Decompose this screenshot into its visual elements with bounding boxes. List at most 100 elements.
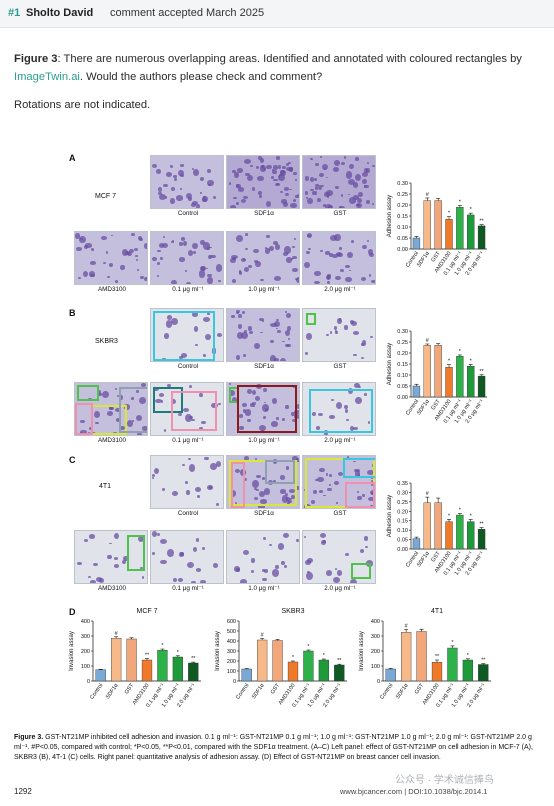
stained-cell — [262, 416, 266, 419]
stained-cell — [231, 170, 236, 173]
journal-doi: www.bjcancer.com | DOI:10.1038/bjc.2014.… — [340, 787, 488, 796]
stained-cell — [313, 280, 321, 284]
micrograph-b-7 — [302, 382, 376, 436]
stained-cell — [260, 165, 267, 172]
stained-cell — [253, 260, 258, 264]
stained-cell — [231, 397, 237, 403]
stained-cell — [254, 260, 261, 268]
stained-cell — [312, 191, 316, 196]
stained-cell — [346, 251, 353, 258]
stained-cell — [134, 247, 139, 251]
stained-cell — [283, 251, 289, 256]
stained-cell — [179, 552, 185, 557]
stained-cell — [324, 192, 331, 197]
stained-cell — [362, 340, 367, 346]
stained-cell — [93, 410, 100, 418]
stained-cell — [199, 192, 202, 194]
stained-cell — [170, 241, 175, 244]
y-tick-label: 600 — [227, 619, 236, 625]
micrograph-b-3 — [302, 308, 376, 362]
stained-cell — [279, 358, 287, 361]
chart-adhesion-skbr3: 0.00 0.05 0.10 0.15 0.20 0.25 0.30 Adhesion ass… — [381, 325, 491, 449]
stained-cell — [249, 330, 254, 334]
stained-cell — [336, 570, 343, 576]
stained-cell — [255, 474, 262, 479]
stained-cell — [141, 575, 145, 579]
stained-cell — [314, 185, 319, 190]
stained-cell — [328, 253, 334, 258]
stained-cell — [237, 167, 243, 173]
stained-cell — [167, 315, 172, 321]
duplication-rectangle — [153, 311, 215, 361]
significance-mark: ** — [145, 653, 150, 659]
imagetwin-link[interactable]: ImageTwin.ai — [14, 71, 80, 83]
stained-cell — [273, 321, 280, 328]
stained-cell — [292, 419, 298, 423]
bar — [447, 647, 458, 682]
stained-cell — [366, 161, 370, 165]
stained-cell — [293, 171, 297, 175]
significance-mark: ** — [337, 658, 342, 664]
stained-cell — [151, 531, 158, 538]
micrograph-c-4 — [74, 530, 148, 584]
stained-cell — [180, 236, 186, 242]
bar — [95, 669, 106, 682]
stained-cell — [245, 233, 248, 236]
stained-cell — [285, 405, 289, 409]
stained-cell — [349, 320, 354, 325]
y-tick-label: 0 — [233, 679, 236, 685]
stained-cell — [277, 329, 281, 333]
stained-cell — [282, 165, 286, 169]
stained-cell — [320, 184, 325, 188]
stained-cell — [238, 313, 242, 318]
stained-cell — [252, 248, 259, 254]
stained-cell — [327, 281, 330, 284]
x-category-label: SDF1α — [395, 682, 410, 700]
stained-cell — [262, 477, 266, 481]
significance-mark: * — [292, 655, 295, 661]
stained-cell — [296, 193, 299, 199]
bar — [423, 200, 431, 250]
stained-cell — [143, 243, 147, 249]
stained-cell — [185, 414, 192, 422]
stained-cell — [240, 332, 248, 340]
y-axis-label: Invasion assay — [69, 631, 75, 671]
stained-cell — [320, 533, 327, 539]
y-tick-label: 200 — [227, 659, 236, 665]
bar — [434, 200, 442, 250]
stained-cell — [169, 198, 175, 204]
y-tick-label: 0.25 — [397, 340, 408, 346]
stained-cell — [304, 176, 310, 182]
x-category-label: SDF1α — [105, 682, 120, 700]
micrograph-caption: AMD3100 — [97, 437, 126, 444]
figure-3: A MCF 7 B SKBR3 C 4T1 D Control SDF1α GST A… — [55, 145, 499, 790]
bar — [477, 529, 486, 550]
stained-cell — [262, 577, 267, 582]
stained-cell — [93, 562, 99, 566]
stained-cell — [187, 561, 195, 568]
stained-cell — [272, 397, 278, 404]
stained-cell — [140, 566, 143, 570]
comment-text-2: . Would the authors please check and com… — [79, 71, 323, 83]
stained-cell — [242, 549, 249, 555]
stained-cell — [292, 255, 297, 259]
micrograph-b-1 — [150, 308, 224, 362]
stained-cell — [287, 500, 292, 503]
stained-cell — [158, 192, 162, 196]
stained-cell — [207, 169, 212, 173]
stained-cell — [334, 326, 338, 330]
stained-cell — [203, 316, 211, 322]
y-tick-label: 0.00 — [397, 395, 408, 401]
x-category-label: SDF1α — [416, 250, 431, 268]
stained-cell — [289, 188, 292, 191]
comment-author[interactable]: Sholto David — [26, 7, 94, 19]
stained-cell — [202, 547, 205, 551]
y-tick-label: 200 — [371, 649, 380, 655]
stained-cell — [202, 197, 208, 202]
stained-cell — [325, 176, 329, 179]
stained-cell — [293, 199, 296, 203]
y-tick-label: 0.20 — [397, 509, 408, 515]
stained-cell — [179, 257, 185, 262]
bar — [172, 656, 183, 682]
stained-cell — [329, 473, 333, 477]
